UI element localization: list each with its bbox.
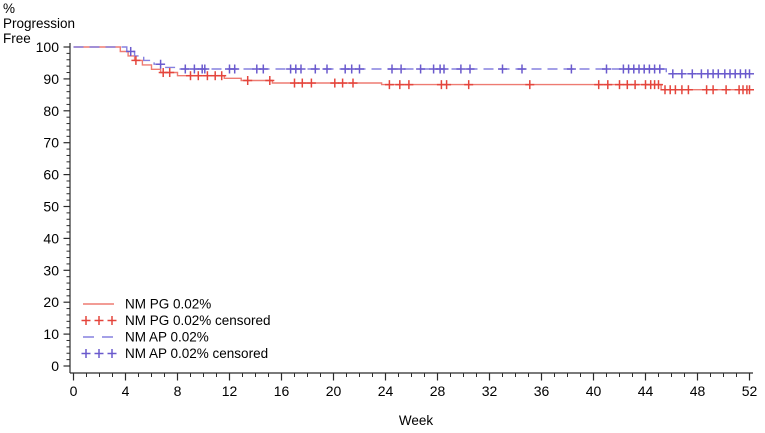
x-tick-label: 4 — [122, 383, 130, 399]
x-tick-label: 8 — [174, 383, 182, 399]
legend-label: NM AP 0.02% censored — [125, 346, 268, 361]
legend-label: NM PG 0.02% — [125, 297, 211, 312]
x-tick-label: 52 — [742, 383, 758, 399]
x-axis-title: Week — [399, 413, 434, 428]
legend-entry: NM AP 0.02% censored — [81, 346, 268, 361]
y-tick-label: 100 — [36, 39, 60, 55]
y-axis-unit-line3: Free — [3, 31, 31, 46]
y-tick-label: 90 — [43, 71, 59, 87]
y-tick-label: 60 — [43, 167, 59, 183]
x-tick-label: 24 — [378, 383, 394, 399]
curve-nm-ap-0-02- — [73, 46, 750, 75]
legend-entry: NM PG 0.02% — [83, 297, 211, 312]
y-tick-label: 20 — [43, 294, 59, 310]
legend: NM PG 0.02%NM PG 0.02% censored NM AP 0.0… — [81, 297, 271, 361]
x-tick-label: 36 — [534, 383, 550, 399]
x-tick-label: 0 — [70, 383, 78, 399]
x-tick-label: 12 — [222, 383, 238, 399]
y-tick-label: 50 — [43, 199, 59, 215]
y-axis-unit-line2: Progression — [3, 16, 75, 31]
censor-marks — [126, 46, 754, 95]
legend-label: NM PG 0.02% censored — [125, 313, 271, 328]
x-tick-label: 28 — [430, 383, 446, 399]
x-tick-label: 20 — [326, 383, 342, 399]
y-tick-label: 40 — [43, 230, 59, 246]
legend-entry: NM AP 0.02% — [83, 330, 209, 345]
y-tick-label: 80 — [43, 103, 59, 119]
y-tick-label: 70 — [43, 135, 59, 151]
y-axis-unit-line1: % — [3, 1, 15, 16]
legend-label: NM AP 0.02% — [125, 330, 209, 345]
legend-entry: NM PG 0.02% censored — [81, 313, 271, 328]
y-tick-label: 0 — [51, 358, 59, 374]
x-tick-label: 44 — [638, 383, 654, 399]
x-tick-label: 16 — [274, 383, 290, 399]
y-tick-label: 10 — [43, 326, 59, 342]
x-tick-label: 48 — [690, 383, 706, 399]
x-tick-label: 40 — [586, 383, 602, 399]
y-tick-label: 30 — [43, 262, 59, 278]
x-tick-label: 32 — [482, 383, 498, 399]
